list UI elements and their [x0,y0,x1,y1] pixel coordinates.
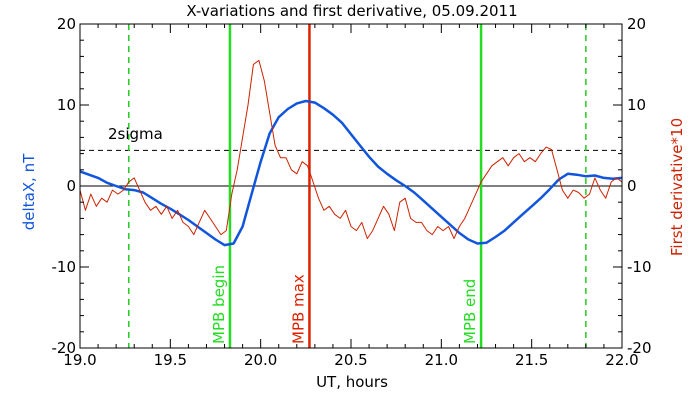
grid-layer [80,149,622,187]
y-tick-label-left: 20 [57,15,76,33]
y-tick-label-left: 0 [66,177,76,195]
y-tick-label-left: -10 [52,258,77,276]
markers-layer [128,24,587,348]
chart-title: X-variations and first derivative, 05.09… [186,2,517,20]
x-tick-label: 22.0 [605,351,638,369]
y-tick-label-left: 10 [57,96,76,114]
marker-label-1: MPB begin [210,265,228,344]
marker-label-3: MPB end [461,279,479,344]
marker-label-2: MPB max [289,274,307,344]
series-layer [79,59,623,247]
y-tick-label-right: 20 [627,15,646,33]
x-axis-label: UT, hours [316,373,388,391]
y-tick-label-left: -20 [52,339,77,357]
labels-layer: MPB begin MPB max MPB end 19.0 19.5 20.0 20.5 2… [52,15,652,369]
x-tick-label: 20.5 [334,351,367,369]
x-tick-label: 19.5 [154,351,187,369]
y-axis-label-left: deltaX, nT [20,153,38,230]
y-tick-label-right: -20 [627,339,652,357]
y-tick-label-right: 10 [627,96,646,114]
y-axis-label-right: First derivative*10 [668,118,686,256]
x-tick-label: 21.5 [515,351,548,369]
x-tick-label: 21.0 [425,351,458,369]
ticks-layer [79,23,623,349]
y-tick-label-right: 0 [627,177,637,195]
y-tick-label-right: -10 [627,258,652,276]
series-line-0 [79,99,623,247]
x-tick-label: 19.0 [63,351,96,369]
x-tick-label: 20.0 [244,351,277,369]
series-line-1 [79,59,623,240]
threshold-label: 2sigma [108,125,163,143]
